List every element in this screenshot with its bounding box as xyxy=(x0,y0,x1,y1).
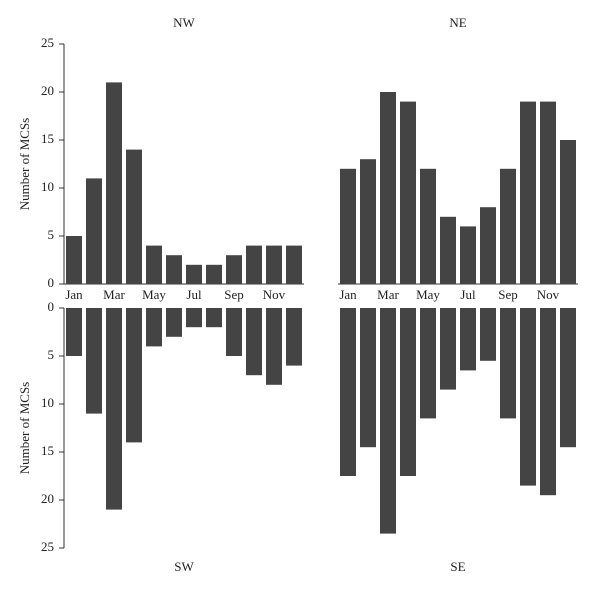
bar xyxy=(146,245,162,284)
x-tick-label: May xyxy=(416,287,440,302)
x-tick-label: Mar xyxy=(103,287,125,302)
bar xyxy=(500,168,516,284)
bar xyxy=(500,308,516,419)
y-tick-label: 10 xyxy=(41,179,54,194)
y-axis-label: Number of MCSs xyxy=(17,382,32,474)
x-tick-label: Jul xyxy=(186,287,202,302)
bar xyxy=(106,82,122,285)
bar xyxy=(166,255,182,284)
bar xyxy=(86,308,102,414)
bar xyxy=(520,308,536,486)
x-tick-label: Sep xyxy=(224,287,244,302)
y-tick-label: 15 xyxy=(41,131,54,146)
bar xyxy=(360,159,376,284)
bar xyxy=(480,308,496,361)
bar xyxy=(540,101,556,284)
bar xyxy=(86,178,102,284)
bar xyxy=(246,308,262,376)
bar xyxy=(340,168,356,284)
panel-title: SE xyxy=(450,559,465,574)
bar xyxy=(360,308,376,448)
bar xyxy=(460,308,476,371)
bar xyxy=(380,308,396,534)
y-tick-label: 0 xyxy=(48,299,55,314)
bar xyxy=(520,101,536,284)
y-tick-label: 0 xyxy=(48,275,55,290)
bar xyxy=(420,308,436,419)
bar xyxy=(400,101,416,284)
bar xyxy=(460,226,476,284)
bar xyxy=(440,308,456,390)
x-tick-label: Jul xyxy=(460,287,476,302)
y-tick-label: 25 xyxy=(41,539,54,554)
x-tick-label: Sep xyxy=(498,287,518,302)
bar xyxy=(480,207,496,284)
bar xyxy=(126,149,142,284)
y-tick-label: 25 xyxy=(41,35,54,50)
bar xyxy=(560,140,576,284)
bar xyxy=(166,308,182,337)
bar xyxy=(440,216,456,284)
x-tick-label: Nov xyxy=(537,287,560,302)
bar xyxy=(226,255,242,284)
bar xyxy=(186,308,202,328)
bar xyxy=(146,308,162,347)
bar xyxy=(380,92,396,284)
x-tick-label: Jan xyxy=(65,287,83,302)
y-axis-label: Number of MCSs xyxy=(17,118,32,210)
bar xyxy=(286,308,302,366)
y-tick-label: 20 xyxy=(41,83,54,98)
bar xyxy=(126,308,142,443)
bar xyxy=(340,308,356,476)
bar xyxy=(286,245,302,284)
bar xyxy=(186,264,202,284)
bar xyxy=(66,236,82,284)
bar xyxy=(66,308,82,356)
x-tick-label: Jan xyxy=(339,287,357,302)
bar xyxy=(540,308,556,496)
y-tick-label: 5 xyxy=(48,347,55,362)
x-tick-label: May xyxy=(142,287,166,302)
bar xyxy=(206,264,222,284)
panel-title: SW xyxy=(174,559,194,574)
bar xyxy=(266,308,282,385)
bar xyxy=(106,308,122,510)
y-tick-label: 10 xyxy=(41,395,54,410)
panel-title: NE xyxy=(449,15,466,30)
bar xyxy=(400,308,416,476)
bar xyxy=(226,308,242,356)
panel-title: NW xyxy=(173,15,195,30)
bar xyxy=(560,308,576,448)
x-tick-label: Mar xyxy=(377,287,399,302)
y-tick-label: 15 xyxy=(41,443,54,458)
x-tick-label: Nov xyxy=(263,287,286,302)
bar xyxy=(246,245,262,284)
bar xyxy=(206,308,222,328)
bar xyxy=(266,245,282,284)
bar xyxy=(420,168,436,284)
y-tick-label: 5 xyxy=(48,227,55,242)
y-tick-label: 20 xyxy=(41,491,54,506)
